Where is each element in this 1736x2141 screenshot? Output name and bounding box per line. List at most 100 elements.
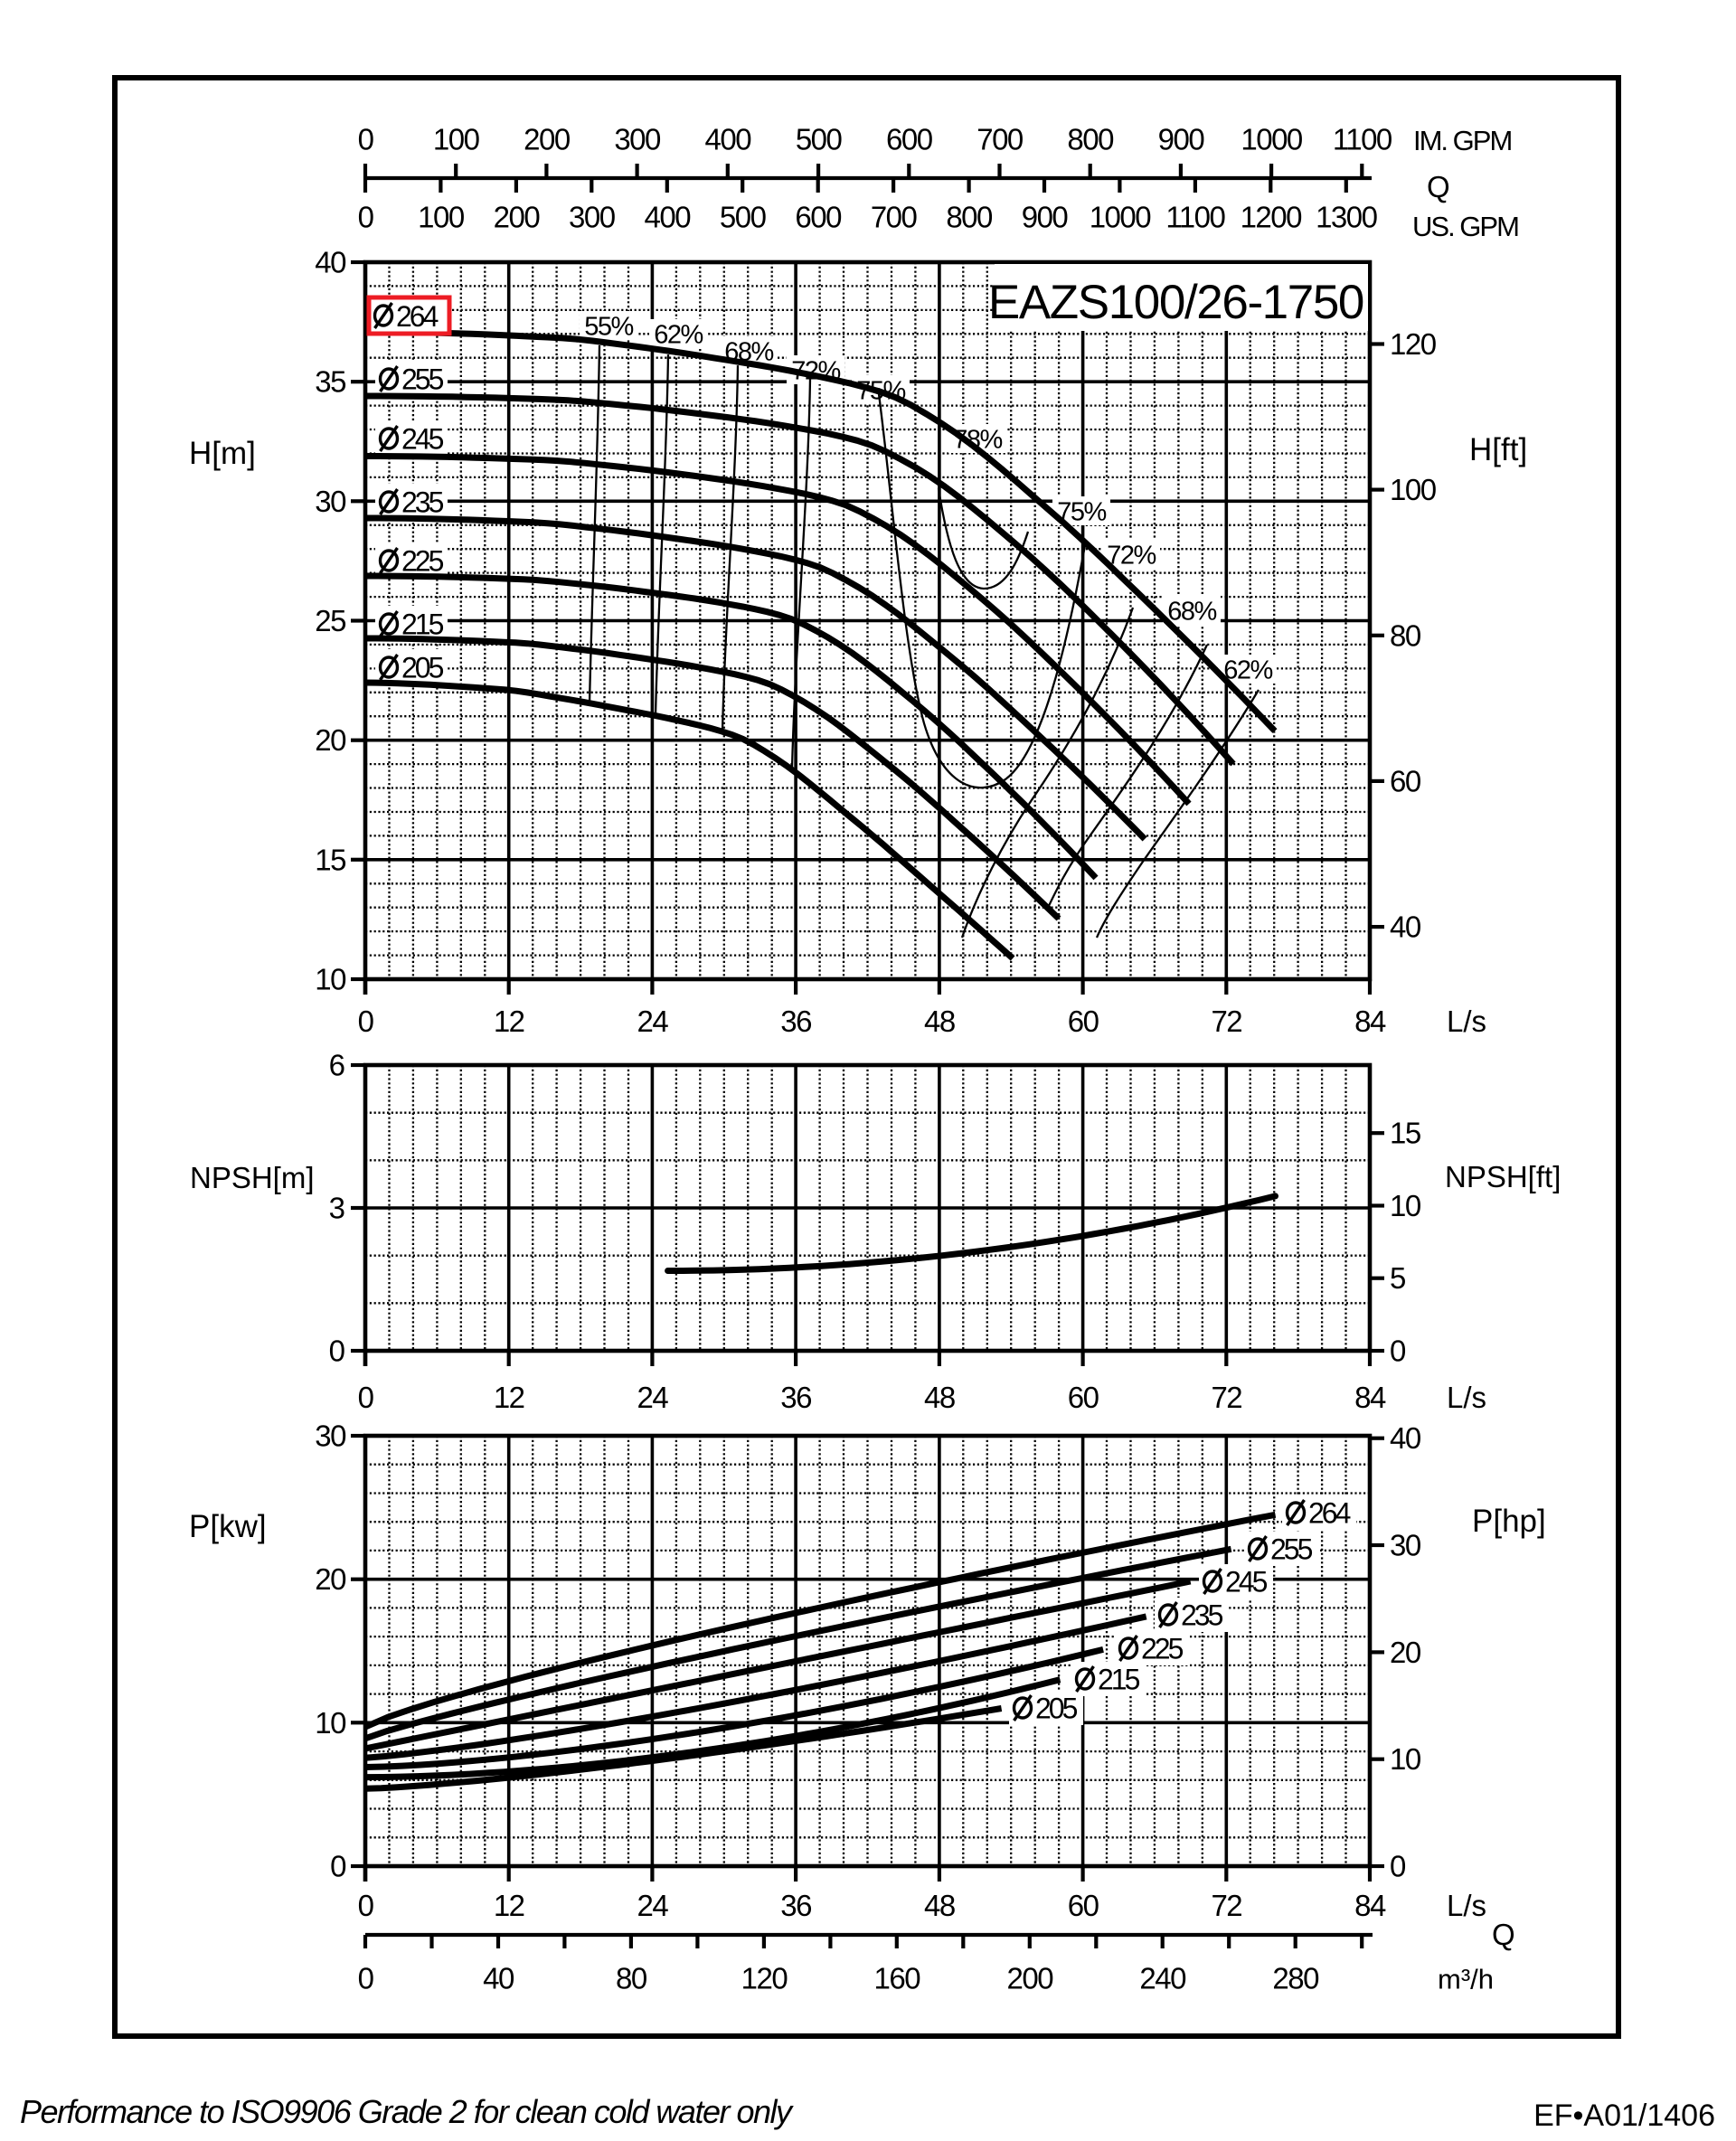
- svg-text:84: 84: [1354, 1004, 1386, 1038]
- svg-text:20: 20: [1390, 1636, 1421, 1669]
- svg-text:0: 0: [1390, 1335, 1406, 1368]
- svg-text:100: 100: [1390, 473, 1437, 506]
- svg-text:0: 0: [329, 1335, 345, 1368]
- svg-text:225: 225: [401, 545, 444, 578]
- svg-text:1000: 1000: [1090, 201, 1152, 234]
- svg-text:0: 0: [358, 1004, 374, 1038]
- svg-text:30: 30: [1390, 1529, 1421, 1562]
- svg-text:6: 6: [329, 1049, 345, 1082]
- svg-text:800: 800: [1067, 123, 1114, 156]
- svg-text:40: 40: [483, 1962, 514, 1995]
- svg-text:225: 225: [1141, 1633, 1184, 1665]
- svg-text:100: 100: [433, 123, 480, 156]
- svg-text:400: 400: [705, 123, 752, 156]
- svg-text:0: 0: [358, 1889, 374, 1922]
- svg-text:60: 60: [1390, 764, 1421, 797]
- svg-text:36: 36: [780, 1889, 811, 1922]
- svg-text:500: 500: [796, 123, 843, 156]
- svg-text:H[ft]: H[ft]: [1469, 432, 1527, 467]
- svg-text:IM. GPM: IM. GPM: [1413, 125, 1511, 156]
- svg-text:48: 48: [924, 1381, 955, 1414]
- svg-text:900: 900: [1022, 201, 1069, 234]
- svg-text:235: 235: [401, 486, 444, 519]
- svg-text:36: 36: [780, 1381, 811, 1414]
- svg-text:0: 0: [330, 1850, 346, 1883]
- svg-text:24: 24: [637, 1381, 669, 1414]
- svg-text:72: 72: [1211, 1889, 1241, 1922]
- svg-text:m³/h: m³/h: [1438, 1964, 1494, 1995]
- svg-text:72%: 72%: [791, 357, 840, 386]
- svg-text:0: 0: [358, 1962, 374, 1995]
- svg-text:300: 300: [614, 123, 661, 156]
- svg-text:120: 120: [1390, 327, 1437, 361]
- svg-text:L/s: L/s: [1447, 1889, 1486, 1922]
- svg-text:300: 300: [569, 201, 616, 234]
- svg-text:400: 400: [645, 201, 692, 234]
- svg-text:72%: 72%: [1107, 542, 1156, 571]
- svg-text:1300: 1300: [1316, 201, 1378, 234]
- svg-text:264: 264: [396, 300, 439, 333]
- svg-text:72: 72: [1211, 1381, 1241, 1414]
- svg-text:NPSH[m]: NPSH[m]: [190, 1161, 315, 1194]
- svg-text:24: 24: [637, 1889, 669, 1922]
- svg-text:280: 280: [1272, 1962, 1319, 1995]
- svg-text:75%: 75%: [856, 377, 905, 406]
- svg-text:700: 700: [871, 201, 918, 234]
- svg-text:36: 36: [780, 1004, 811, 1038]
- svg-text:700: 700: [976, 123, 1024, 156]
- svg-text:L/s: L/s: [1447, 1004, 1486, 1038]
- svg-text:12: 12: [494, 1889, 524, 1922]
- svg-text:1100: 1100: [1165, 201, 1225, 234]
- svg-text:60: 60: [1068, 1889, 1099, 1922]
- svg-text:40: 40: [1390, 910, 1421, 944]
- svg-text:24: 24: [637, 1004, 669, 1038]
- svg-text:120: 120: [741, 1962, 788, 1995]
- svg-text:60: 60: [1068, 1381, 1099, 1414]
- svg-text:245: 245: [401, 423, 444, 456]
- svg-text:240: 240: [1139, 1962, 1186, 1995]
- svg-text:800: 800: [946, 201, 993, 234]
- svg-text:160: 160: [874, 1962, 921, 1995]
- svg-text:30: 30: [315, 1419, 346, 1453]
- svg-text:84: 84: [1354, 1889, 1386, 1922]
- svg-text:100: 100: [418, 201, 465, 234]
- svg-text:255: 255: [1270, 1533, 1313, 1566]
- svg-text:200: 200: [524, 123, 571, 156]
- svg-text:P[kw]: P[kw]: [189, 1509, 267, 1544]
- svg-text:75%: 75%: [1057, 498, 1106, 527]
- svg-text:0: 0: [358, 123, 374, 156]
- svg-text:10: 10: [315, 963, 346, 996]
- svg-text:5: 5: [1390, 1261, 1405, 1295]
- svg-text:Performance to ISO9906 Grade 2: Performance to ISO9906 Grade 2 for clean…: [20, 2093, 794, 2130]
- svg-text:48: 48: [924, 1004, 955, 1038]
- svg-text:35: 35: [315, 365, 345, 399]
- svg-text:15: 15: [1390, 1117, 1420, 1150]
- svg-text:245: 245: [1225, 1566, 1268, 1599]
- svg-text:68%: 68%: [724, 338, 773, 367]
- svg-text:40: 40: [315, 246, 346, 279]
- svg-text:60: 60: [1068, 1004, 1099, 1038]
- svg-text:10: 10: [1390, 1742, 1421, 1776]
- svg-text:62%: 62%: [1223, 656, 1272, 685]
- svg-text:200: 200: [1007, 1962, 1054, 1995]
- svg-text:205: 205: [401, 652, 444, 684]
- svg-text:L/s: L/s: [1447, 1381, 1486, 1414]
- svg-text:40: 40: [1390, 1421, 1421, 1455]
- svg-text:80: 80: [1390, 618, 1421, 652]
- svg-text:0: 0: [358, 201, 374, 234]
- svg-text:25: 25: [315, 604, 345, 637]
- svg-text:48: 48: [924, 1889, 955, 1922]
- svg-text:62%: 62%: [654, 321, 703, 350]
- svg-text:30: 30: [315, 485, 346, 518]
- svg-text:10: 10: [1390, 1189, 1421, 1222]
- svg-text:215: 215: [401, 608, 444, 641]
- svg-text:0: 0: [358, 1381, 374, 1414]
- svg-text:200: 200: [494, 201, 541, 234]
- svg-text:0: 0: [1390, 1850, 1406, 1883]
- svg-text:EAZS100/26-1750: EAZS100/26-1750: [988, 276, 1363, 329]
- svg-text:20: 20: [315, 1562, 346, 1596]
- svg-text:EF•A01/1406: EF•A01/1406: [1533, 2099, 1715, 2133]
- svg-text:H[m]: H[m]: [189, 436, 256, 471]
- svg-text:80: 80: [616, 1962, 647, 1995]
- svg-text:Q: Q: [1492, 1918, 1515, 1951]
